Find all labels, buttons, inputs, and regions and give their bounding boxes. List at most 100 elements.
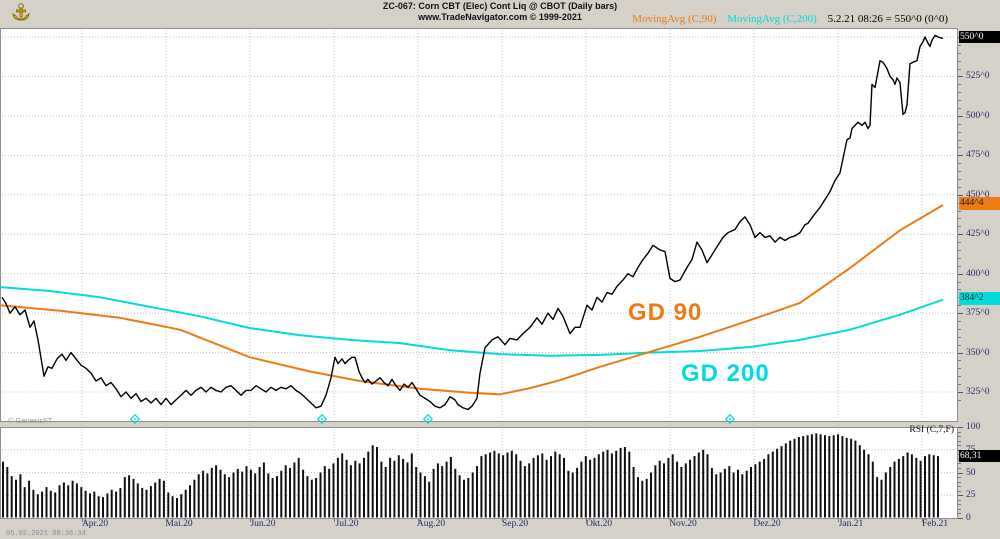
month-tick [670, 518, 671, 522]
contract-roll-marker-icon [724, 413, 736, 425]
rsi-axis-minor-tick [958, 490, 961, 492]
month-label: Dez.20 [753, 519, 781, 529]
price-axis-minor-tick [958, 226, 961, 228]
month-tick [82, 518, 83, 522]
price-axis-minor-tick [958, 368, 961, 370]
price-axis-minor-tick [958, 44, 961, 46]
price-axis-minor-tick [958, 344, 961, 346]
price-axis-minor-tick [958, 376, 961, 378]
price-axis-minor-tick [958, 139, 961, 141]
price-axis-minor-tick [958, 242, 961, 244]
rsi-axis-minor-tick [958, 499, 961, 501]
price-axis-tick [958, 115, 963, 117]
price-axis-tick [958, 352, 963, 354]
indicator-legend: MovingAvg (C,90) MovingAvg (C,200) 5.2.2… [624, 13, 948, 25]
rsi-value-box: 68,31 [959, 449, 1000, 463]
price-axis-minor-tick [958, 179, 961, 180]
contract-roll-marker-icon [316, 413, 328, 425]
month-label: Okt.20 [585, 519, 613, 529]
rsi-axis-minor-tick [958, 504, 961, 506]
rsi-axis-tick [958, 495, 963, 497]
rsi-axis-label: 75 [966, 445, 976, 455]
vendor-title: www.TradeNavigator.com © 1999-2021 [418, 12, 582, 23]
legend-ma200[interactable]: MovingAvg (C,200) [727, 13, 817, 25]
month-label: Apr.20 [81, 519, 109, 529]
price-axis-label: 525^0 [966, 71, 990, 82]
price-axis-tick [958, 273, 963, 275]
price-axis-minor-tick [958, 321, 961, 322]
price-axis-tick [958, 76, 963, 78]
gd90-annotation[interactable]: GD 90 [628, 299, 703, 326]
rsi-axis-tick [958, 472, 963, 474]
rsi-bars [2, 433, 939, 518]
month-tick [166, 518, 167, 522]
rsi-axis-minor-tick [958, 436, 961, 438]
price-axis-minor-tick [958, 186, 961, 188]
rsi-axis-minor-tick [958, 508, 961, 510]
legend-ma90[interactable]: MovingAvg (C,90) [632, 13, 717, 25]
price-axis-minor-tick [958, 108, 961, 109]
price-axis-minor-tick [958, 84, 961, 86]
price-axis-minor-tick [958, 92, 961, 94]
chart-surface[interactable] [0, 28, 958, 519]
month-tick [838, 518, 839, 522]
grid-lines [2, 30, 956, 517]
month-tick [418, 518, 419, 522]
rsi-axis-minor-tick [958, 463, 961, 465]
rsi-axis-minor-tick [958, 477, 961, 479]
month-label: Nov.20 [669, 519, 697, 529]
month-tick [754, 518, 755, 522]
price-axis-minor-tick [958, 384, 961, 386]
month-tick [502, 518, 503, 522]
genesis-copyright: © GenesisFT [8, 416, 53, 425]
price-axis-minor-tick [958, 265, 961, 267]
price-axis-label: 325^0 [966, 387, 990, 397]
legend-quote: 5.2.21 08:26 = 550^0 (0^0) [827, 13, 948, 25]
gd200-annotation[interactable]: GD 200 [681, 360, 770, 387]
price-axis-label: 475^0 [966, 150, 990, 161]
price-axis-minor-tick [958, 52, 961, 54]
gold-anchor-icon[interactable] [8, 2, 32, 24]
price-axis-minor-tick [958, 68, 961, 70]
rsi-axis-tick [958, 518, 963, 519]
price-axis-tick [958, 155, 963, 157]
price-axis-minor-tick [958, 360, 961, 362]
price-axis-minor-tick [958, 218, 961, 220]
rsi-axis-minor-tick [958, 481, 961, 483]
price-axis-minor-tick [958, 123, 961, 125]
contract-roll-marker-icon [129, 413, 141, 425]
price-axis-minor-tick [958, 100, 961, 102]
price-axis-minor-tick [958, 147, 961, 149]
ma90-value-box: 444^4 [959, 197, 1000, 210]
symbol-title: ZC-067: Corn CBT (Elec) Cont Liq @ CBOT … [382, 1, 618, 11]
price-panel[interactable] [0, 28, 958, 422]
price-line [1, 34, 944, 411]
price-axis-label: 450^0 [966, 189, 990, 200]
month-label: Sep.20 [501, 519, 529, 529]
price-axis-minor-tick [958, 250, 961, 251]
price-axis-minor-tick [958, 163, 961, 165]
price-axis-minor-tick [958, 210, 961, 212]
month-tick [586, 518, 587, 522]
rsi-axis-minor-tick [958, 513, 961, 515]
rsi-axis-minor-tick [958, 440, 961, 442]
rsi-axis-label: 25 [966, 490, 976, 501]
price-axis-minor-tick [958, 131, 961, 133]
rsi-axis-minor-tick [958, 445, 961, 447]
month-label: Aug.20 [416, 519, 446, 529]
last-price-box: 550^0 [959, 31, 1000, 44]
price-axis-label: 425^0 [966, 229, 990, 240]
rsi-axis-label: 100 [966, 422, 981, 432]
rsi-panel-label: RSI (C,7,F) [909, 425, 954, 435]
rsi-axis-label: 0 [966, 513, 971, 523]
rsi-axis-minor-tick [958, 467, 961, 469]
ma200-value-box: 384^2 [959, 292, 1000, 305]
rsi-axis-minor-tick [958, 431, 961, 433]
price-axis-minor-tick [958, 328, 961, 330]
render-timestamp: 05.02.2021 08:36:34 [6, 530, 86, 538]
ma90-line [0, 204, 944, 396]
price-axis-minor-tick [958, 281, 961, 283]
month-label: Feb.21 [921, 519, 949, 529]
rsi-axis-tick [958, 427, 963, 428]
